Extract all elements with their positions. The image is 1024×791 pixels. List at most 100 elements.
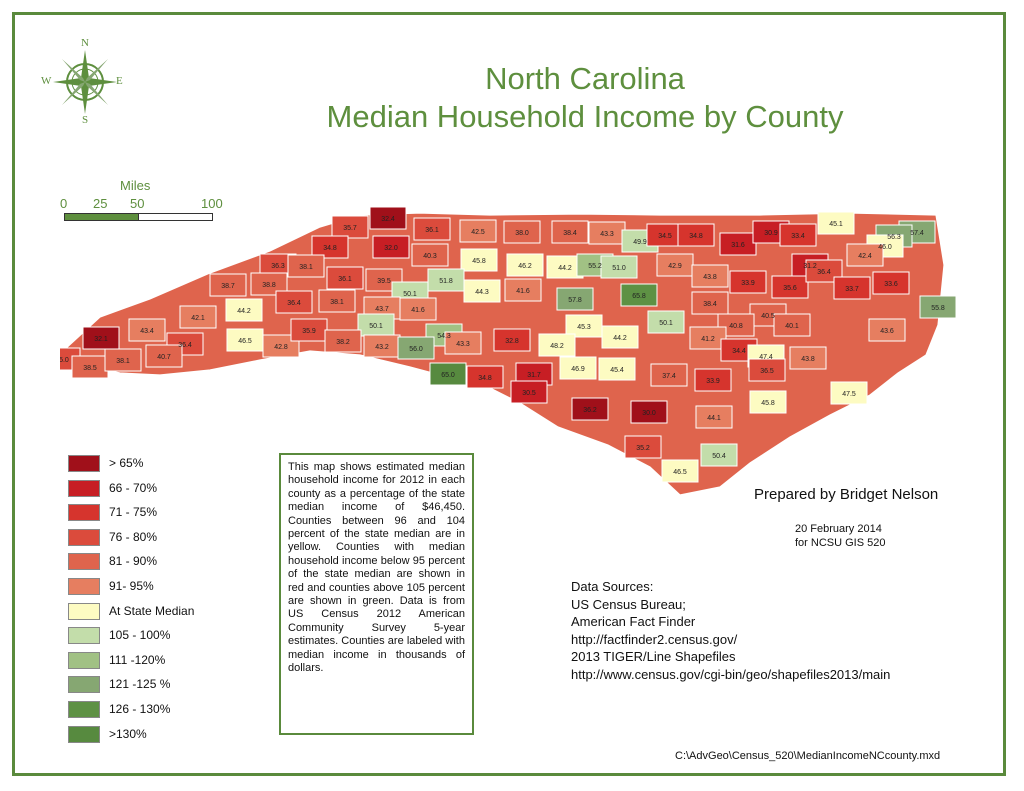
county-income-label: 41.6	[516, 288, 530, 295]
county-shape	[444, 331, 482, 355]
compass-east-label: E	[116, 75, 123, 87]
county-income-label: 46.2	[518, 263, 532, 270]
county-shape	[262, 334, 300, 358]
county-income-label: 46.9	[571, 366, 585, 373]
county-shape	[771, 275, 809, 299]
county-income-label: 44.2	[558, 265, 572, 272]
county-income-label: 38.2	[336, 339, 350, 346]
county-income-label: 34.4	[732, 348, 746, 355]
county-income-label: 40.3	[423, 253, 437, 260]
legend-item: 126 - 130%	[68, 701, 268, 719]
county-income-label: 43.6	[880, 328, 894, 335]
county-income-label: 30.0	[642, 410, 656, 417]
county-income-label: 55.8	[931, 305, 945, 312]
county-shape	[601, 325, 639, 349]
sources-heading: Data Sources:	[571, 579, 654, 594]
county-shape	[504, 278, 542, 302]
county-income-label: 35.6	[783, 285, 797, 292]
county-income-label: 49.9	[633, 239, 647, 246]
county-shape	[729, 270, 767, 294]
scale-tick: 0	[60, 196, 68, 211]
map-title-line2: Median Household Income by County	[326, 99, 844, 134]
county-shape	[326, 266, 364, 290]
county-shape	[104, 348, 142, 372]
county-income-label: 32.8	[505, 338, 519, 345]
county-income-label: 65.0	[441, 372, 455, 379]
county-shape	[830, 381, 868, 405]
scale-segment	[138, 213, 213, 221]
county-income-label: 42.1	[191, 315, 205, 322]
legend-swatch	[68, 651, 100, 669]
county-shape	[179, 305, 217, 329]
map-notes: This map shows estimated median househol…	[279, 453, 474, 735]
county-shape	[779, 223, 817, 247]
legend-swatch	[68, 676, 100, 694]
county-shape	[311, 235, 349, 259]
county-shape	[128, 318, 166, 342]
county-income-label: 34.8	[478, 375, 492, 382]
county-income-label: 33.4	[791, 233, 805, 240]
county-income-label: 40.7	[157, 354, 171, 361]
county-shape	[145, 344, 183, 368]
source-line: http://www.census.gov/cgi-bin/geo/shapef…	[571, 666, 891, 682]
legend-label: 81 - 90%	[109, 554, 158, 569]
map-date-block: 20 February 2014 for NCSU GIS 520	[795, 522, 885, 550]
county-income-label: 31.7	[527, 372, 541, 379]
source-line: 2013 TIGER/Line Shapefiles	[571, 649, 736, 665]
file-path: C:\AdvGeo\Census_520\MedianIncomeNCcount…	[675, 750, 941, 762]
county-shape	[556, 287, 594, 311]
county-income-label: 34.8	[689, 233, 703, 240]
scale-tick: 50	[130, 196, 145, 211]
scale-bar: Miles 0 25 50 100	[58, 178, 233, 228]
county-shape	[466, 365, 504, 389]
county-shape	[805, 259, 843, 283]
county-shape	[868, 318, 906, 342]
legend-item: 66 - 70%	[68, 479, 268, 498]
county-income-label: 50.1	[659, 320, 673, 327]
county-income-label: 43.4	[140, 328, 154, 335]
county-shape	[551, 220, 589, 244]
county-shape	[919, 295, 957, 319]
county-shape	[413, 217, 451, 241]
county-shape	[650, 363, 688, 387]
county-income-label: 33.7	[845, 286, 859, 293]
county-income-label: 41.2	[701, 336, 715, 343]
county-income-label: 51.8	[439, 278, 453, 285]
source-line: http://factfinder2.census.gov/	[571, 631, 738, 647]
legend-swatch	[68, 553, 100, 571]
county-shape	[506, 253, 544, 277]
county-income-label: 36.3	[271, 263, 285, 270]
county-income-label: 38.5	[83, 365, 97, 372]
county-income-label: 43.7	[375, 306, 389, 313]
county-income-label: 33.9	[741, 280, 755, 287]
county-shape	[749, 390, 787, 414]
county-income-label: 51.0	[612, 265, 626, 272]
county-shape	[369, 206, 407, 230]
county-income-label: 38.1	[299, 264, 313, 271]
county-income-label: 38.1	[330, 299, 344, 306]
county-income-label: 40.8	[729, 323, 743, 330]
county-income-label: 37.4	[662, 373, 676, 380]
county-shape	[82, 326, 120, 350]
legend-swatch	[68, 602, 100, 620]
legend-item: > 65%	[68, 455, 268, 473]
county-income-label: 36.4	[817, 269, 831, 276]
county-income-label: 54.3	[437, 333, 451, 340]
legend-swatch	[68, 725, 100, 743]
county-income-label: 39.5	[377, 278, 391, 285]
legend-label: 91- 95%	[109, 579, 154, 593]
county-shape	[571, 397, 609, 421]
data-sources: Data Sources: US Census Bureau; American…	[571, 578, 890, 684]
legend-item: 105 - 100%	[68, 627, 268, 645]
county-income-label: 50.4	[712, 453, 726, 460]
legend-swatch	[68, 479, 100, 497]
legend-item: 81 - 90%	[68, 553, 268, 571]
county-shape	[331, 215, 369, 239]
scale-units: Miles	[120, 178, 151, 193]
county-income-label: 38.4	[703, 301, 717, 308]
county-income-label: 57.8	[568, 297, 582, 304]
course-label: for NCSU GIS 520	[795, 537, 886, 549]
county-shape	[559, 356, 597, 380]
county-shape	[250, 272, 288, 296]
legend-label: >130%	[109, 726, 147, 741]
